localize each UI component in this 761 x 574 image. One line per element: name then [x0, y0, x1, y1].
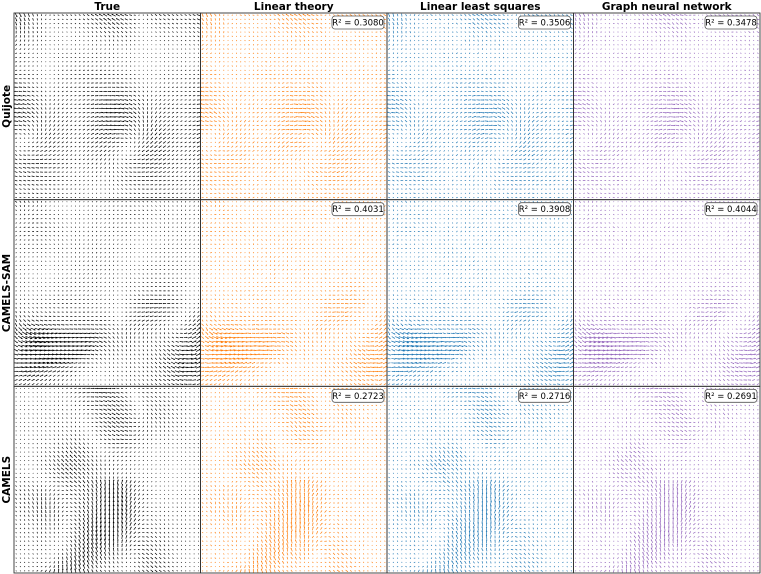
r2-label-camels_sam-linear_least_squares: R² = 0.3908: [518, 202, 571, 217]
row-title-quijote: Quijote: [1, 85, 13, 128]
r2-number: 0.3506: [541, 19, 571, 29]
panel-camels_sam-graph_neural_network: R² = 0.4044: [573, 199, 761, 387]
panel-camels_sam-true: [13, 199, 201, 387]
arrow-shafts: [15, 387, 200, 574]
panel-frame: [573, 385, 761, 574]
r2-value: R² = 0.2716: [519, 392, 571, 402]
r2-value: R² = 0.2723: [332, 392, 384, 402]
panel-frame: [386, 12, 574, 201]
panel-quijote-linear_theory: R² = 0.3080: [200, 12, 388, 201]
arrow-heads: [418, 387, 509, 571]
r2-number: 0.4031: [354, 205, 384, 215]
r2-label-camels_sam-graph_neural_network: R² = 0.4044: [704, 202, 758, 217]
panel-quijote-true: [13, 12, 201, 201]
panel-camels_sam-linear_least_squares: R² = 0.3908: [386, 199, 574, 387]
r2-label-camels_sam-linear_theory: R² = 0.4031: [331, 202, 385, 217]
arrows: [388, 387, 573, 574]
arrow-shafts: [200, 200, 387, 386]
arrow-heads: [235, 387, 344, 572]
r2-prefix: R² =: [332, 205, 354, 215]
arrow-heads: [573, 14, 758, 173]
arrow-heads: [575, 302, 760, 385]
arrow-shafts: [387, 200, 574, 386]
arrow-heads: [200, 14, 385, 177]
arrow-heads: [15, 298, 201, 385]
r2-label-camels-linear_theory: R² = 0.2723: [331, 388, 385, 403]
arrows: [14, 200, 201, 386]
panel-frame: [13, 12, 201, 201]
arrow-shafts: [201, 387, 386, 574]
panel-camels-linear_theory: R² = 0.2723: [200, 385, 388, 574]
r2-prefix: R² =: [332, 392, 354, 402]
r2-prefix: R² =: [332, 19, 354, 29]
r2-label-quijote-graph_neural_network: R² = 0.3478: [704, 15, 758, 30]
r2-value: R² = 0.3080: [332, 19, 384, 29]
r2-label-camels-graph_neural_network: R² = 0.2691: [704, 388, 758, 403]
arrow-shafts: [388, 387, 573, 574]
r2-number: 0.2716: [541, 392, 571, 402]
row-title-camels: CAMELS: [1, 456, 13, 504]
arrows: [574, 387, 759, 573]
r2-label-camels-linear_least_squares: R² = 0.2716: [518, 388, 571, 403]
r2-number: 0.3080: [354, 19, 384, 29]
panel-quijote-graph_neural_network: R² = 0.3478: [573, 12, 761, 201]
r2-value: R² = 0.3908: [519, 205, 571, 215]
r2-number: 0.3908: [541, 205, 571, 215]
panel-camels_sam-linear_theory: R² = 0.4031: [200, 199, 388, 387]
panel-frame: [200, 385, 388, 574]
panel-camels-linear_least_squares: R² = 0.2716: [386, 385, 574, 574]
column-title-linear_least_squares: Linear least squares: [420, 1, 540, 13]
arrow-heads: [202, 302, 387, 385]
arrows: [15, 387, 200, 574]
r2-prefix: R² =: [519, 205, 541, 215]
r2-prefix: R² =: [705, 392, 727, 402]
arrows: [387, 13, 574, 199]
arrows: [200, 200, 387, 386]
arrows: [573, 200, 760, 386]
arrows: [387, 200, 574, 386]
panel-quijote-linear_least_squares: R² = 0.3506: [386, 12, 574, 201]
arrows: [573, 13, 760, 199]
arrow-heads: [604, 387, 713, 571]
arrow-shafts: [573, 13, 760, 199]
row-title-camels_sam: CAMELS-SAM: [1, 254, 13, 332]
r2-prefix: R² =: [519, 392, 541, 402]
r2-number: 0.4044: [727, 205, 757, 215]
arrows: [14, 13, 201, 199]
arrow-shafts: [14, 13, 201, 199]
arrows: [200, 13, 387, 199]
r2-number: 0.3478: [727, 19, 757, 29]
r2-prefix: R² =: [519, 19, 541, 29]
arrow-heads: [387, 14, 573, 178]
panel-camels-graph_neural_network: R² = 0.2691: [573, 385, 761, 574]
arrow-heads: [388, 302, 574, 381]
r2-value: R² = 0.4044: [705, 205, 757, 215]
arrows: [201, 387, 386, 574]
column-title-graph_neural_network: Graph neural network: [602, 1, 733, 13]
r2-value: R² = 0.3478: [705, 19, 757, 29]
arrow-shafts: [573, 200, 760, 386]
column-title-true: True: [94, 1, 120, 13]
r2-value: R² = 0.4031: [332, 205, 384, 215]
arrow-shafts: [387, 13, 574, 199]
column-title-linear_theory: Linear theory: [254, 1, 334, 13]
arrow-heads: [36, 387, 158, 572]
panel-frame: [200, 12, 388, 201]
r2-prefix: R² =: [705, 19, 727, 29]
r2-label-quijote-linear_least_squares: R² = 0.3506: [518, 15, 571, 30]
r2-prefix: R² =: [705, 205, 727, 215]
panel-camels-true: [13, 385, 201, 574]
arrow-shafts: [574, 387, 759, 573]
r2-number: 0.2691: [727, 392, 757, 402]
r2-value: R² = 0.3506: [519, 19, 571, 29]
arrow-shafts: [200, 13, 387, 199]
r2-number: 0.2723: [354, 392, 384, 402]
r2-value: R² = 0.2691: [705, 392, 757, 402]
arrow-shafts: [14, 200, 201, 386]
r2-label-quijote-linear_theory: R² = 0.3080: [331, 15, 385, 30]
